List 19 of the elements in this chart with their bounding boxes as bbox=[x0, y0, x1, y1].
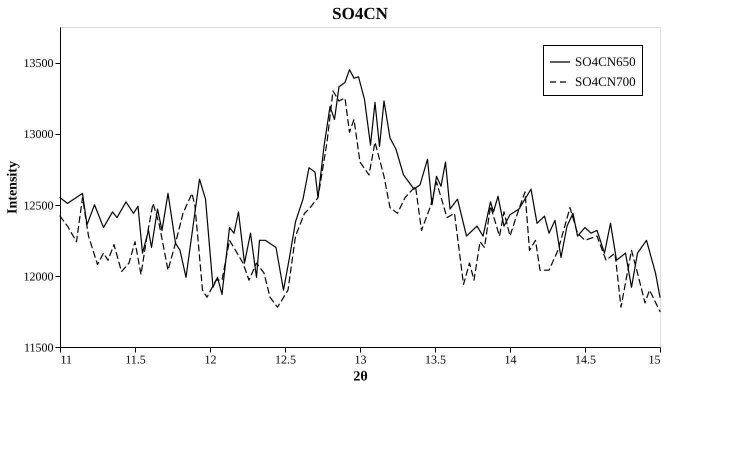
x-tick-label: 12.5 bbox=[275, 352, 296, 366]
x-tick-label: 13.5 bbox=[425, 352, 446, 366]
y-tick-label: 13000 bbox=[24, 127, 54, 142]
y-tick-label: 12500 bbox=[24, 198, 54, 212]
y-tick-label: 13500 bbox=[24, 56, 54, 70]
x-tick-label: 11 bbox=[60, 352, 72, 366]
x-tick-label: 13 bbox=[354, 352, 366, 366]
legend-label: SO4CN700 bbox=[575, 74, 636, 89]
x-tick-label: 14.5 bbox=[575, 352, 596, 366]
chart-title: SO4CN bbox=[332, 4, 389, 23]
y-axis-title: Intensity bbox=[6, 161, 20, 214]
x-tick-label: 11.5 bbox=[125, 352, 146, 366]
legend-label: SO4CN650 bbox=[575, 54, 636, 69]
x-tick-label: 14 bbox=[504, 352, 516, 366]
y-tick-label: 11500 bbox=[24, 340, 54, 354]
x-tick-label: 15 bbox=[648, 352, 660, 366]
x-tick-label: 12 bbox=[204, 352, 216, 366]
x-axis-title: 2θ bbox=[353, 370, 368, 384]
y-tick-label: 12000 bbox=[24, 269, 54, 284]
